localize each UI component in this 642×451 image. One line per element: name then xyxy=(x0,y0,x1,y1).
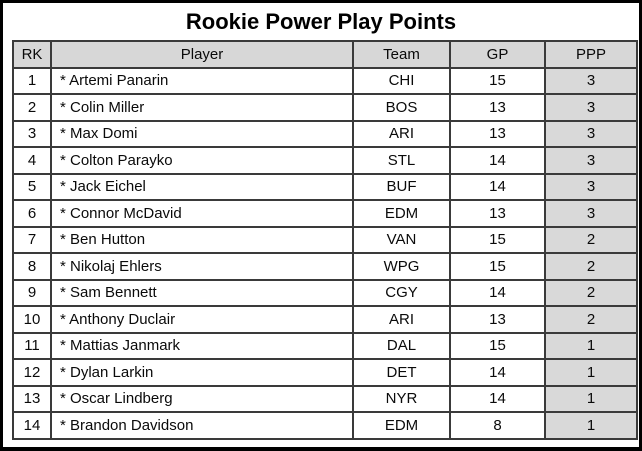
team-cell: NYR xyxy=(352,384,451,413)
ppp-cell: 1 xyxy=(544,331,638,360)
team-cell: STL xyxy=(352,146,451,175)
ppp-cell: 2 xyxy=(544,305,638,334)
table-row: 10 * Anthony Duclair ARI 13 2 xyxy=(12,305,638,334)
ppp-cell: 1 xyxy=(544,384,638,413)
rank-cell: 6 xyxy=(12,199,52,228)
table-row: 14 * Brandon Davidson EDM 8 1 xyxy=(12,411,638,440)
gp-cell: 14 xyxy=(449,172,546,201)
gp-cell: 13 xyxy=(449,305,546,334)
rank-cell: 14 xyxy=(12,411,52,440)
gp-cell: 8 xyxy=(449,411,546,440)
gp-cell: 13 xyxy=(449,199,546,228)
rank-cell: 4 xyxy=(12,146,52,175)
table-row: 9 * Sam Bennett CGY 14 2 xyxy=(12,278,638,307)
team-cell: EDM xyxy=(352,411,451,440)
gp-cell: 15 xyxy=(449,331,546,360)
rank-cell: 3 xyxy=(12,119,52,148)
ppp-cell: 2 xyxy=(544,278,638,307)
gp-cell: 13 xyxy=(449,93,546,122)
player-cell: * Nikolaj Ehlers xyxy=(50,252,354,281)
column-header-team: Team xyxy=(352,40,451,69)
gp-cell: 14 xyxy=(449,278,546,307)
column-header-ppp: PPP xyxy=(544,40,638,69)
rank-cell: 8 xyxy=(12,252,52,281)
player-cell: * Mattias Janmark xyxy=(50,331,354,360)
player-cell: * Colton Parayko xyxy=(50,146,354,175)
gp-cell: 15 xyxy=(449,225,546,254)
ppp-cell: 3 xyxy=(544,172,638,201)
rank-cell: 11 xyxy=(12,331,52,360)
header-row: RK Player Team GP PPP xyxy=(12,40,638,69)
team-cell: BOS xyxy=(352,93,451,122)
player-cell: * Brandon Davidson xyxy=(50,411,354,440)
team-cell: DAL xyxy=(352,331,451,360)
table-row: 5 * Jack Eichel BUF 14 3 xyxy=(12,172,638,201)
player-cell: * Dylan Larkin xyxy=(50,358,354,387)
ppp-cell: 3 xyxy=(544,146,638,175)
rank-cell: 10 xyxy=(12,305,52,334)
ppp-cell: 3 xyxy=(544,93,638,122)
player-cell: * Ben Hutton xyxy=(50,225,354,254)
table-row: 6 * Connor McDavid EDM 13 3 xyxy=(12,199,638,228)
table-row: 11 * Mattias Janmark DAL 15 1 xyxy=(12,331,638,360)
ppp-cell: 1 xyxy=(544,358,638,387)
team-cell: WPG xyxy=(352,252,451,281)
player-cell: * Oscar Lindberg xyxy=(50,384,354,413)
player-cell: * Anthony Duclair xyxy=(50,305,354,334)
gp-cell: 14 xyxy=(449,358,546,387)
ppp-cell: 2 xyxy=(544,225,638,254)
table-row: 1 * Artemi Panarin CHI 15 3 xyxy=(12,66,638,95)
gp-cell: 15 xyxy=(449,66,546,95)
ppp-cell: 2 xyxy=(544,252,638,281)
team-cell: EDM xyxy=(352,199,451,228)
ppp-cell: 1 xyxy=(544,411,638,440)
team-cell: ARI xyxy=(352,305,451,334)
player-cell: * Jack Eichel xyxy=(50,172,354,201)
gp-cell: 13 xyxy=(449,119,546,148)
player-cell: * Connor McDavid xyxy=(50,199,354,228)
table-row: 2 * Colin Miller BOS 13 3 xyxy=(12,93,638,122)
rank-cell: 7 xyxy=(12,225,52,254)
table-row: 4 * Colton Parayko STL 14 3 xyxy=(12,146,638,175)
player-cell: * Sam Bennett xyxy=(50,278,354,307)
rank-cell: 1 xyxy=(12,66,52,95)
team-cell: CGY xyxy=(352,278,451,307)
player-cell: * Max Domi xyxy=(50,119,354,148)
stats-table: RK Player Team GP PPP 1 * Artemi Panarin… xyxy=(12,40,638,440)
rank-cell: 5 xyxy=(12,172,52,201)
column-header-gp: GP xyxy=(449,40,546,69)
rank-cell: 9 xyxy=(12,278,52,307)
team-cell: ARI xyxy=(352,119,451,148)
rank-cell: 13 xyxy=(12,384,52,413)
table-row: 8 * Nikolaj Ehlers WPG 15 2 xyxy=(12,252,638,281)
rank-cell: 2 xyxy=(12,93,52,122)
team-cell: CHI xyxy=(352,66,451,95)
gp-cell: 14 xyxy=(449,146,546,175)
player-cell: * Artemi Panarin xyxy=(50,66,354,95)
team-cell: DET xyxy=(352,358,451,387)
table-row: 13 * Oscar Lindberg NYR 14 1 xyxy=(12,384,638,413)
player-cell: * Colin Miller xyxy=(50,93,354,122)
rank-cell: 12 xyxy=(12,358,52,387)
ppp-cell: 3 xyxy=(544,199,638,228)
gp-cell: 15 xyxy=(449,252,546,281)
table-row: 12 * Dylan Larkin DET 14 1 xyxy=(12,358,638,387)
page-title: Rookie Power Play Points xyxy=(185,9,457,34)
ppp-cell: 3 xyxy=(544,119,638,148)
column-header-player: Player xyxy=(50,40,354,69)
column-header-rk: RK xyxy=(12,40,52,69)
team-cell: VAN xyxy=(352,225,451,254)
ppp-cell: 3 xyxy=(544,66,638,95)
team-cell: BUF xyxy=(352,172,451,201)
table-row: 3 * Max Domi ARI 13 3 xyxy=(12,119,638,148)
gp-cell: 14 xyxy=(449,384,546,413)
table-row: 7 * Ben Hutton VAN 15 2 xyxy=(12,225,638,254)
